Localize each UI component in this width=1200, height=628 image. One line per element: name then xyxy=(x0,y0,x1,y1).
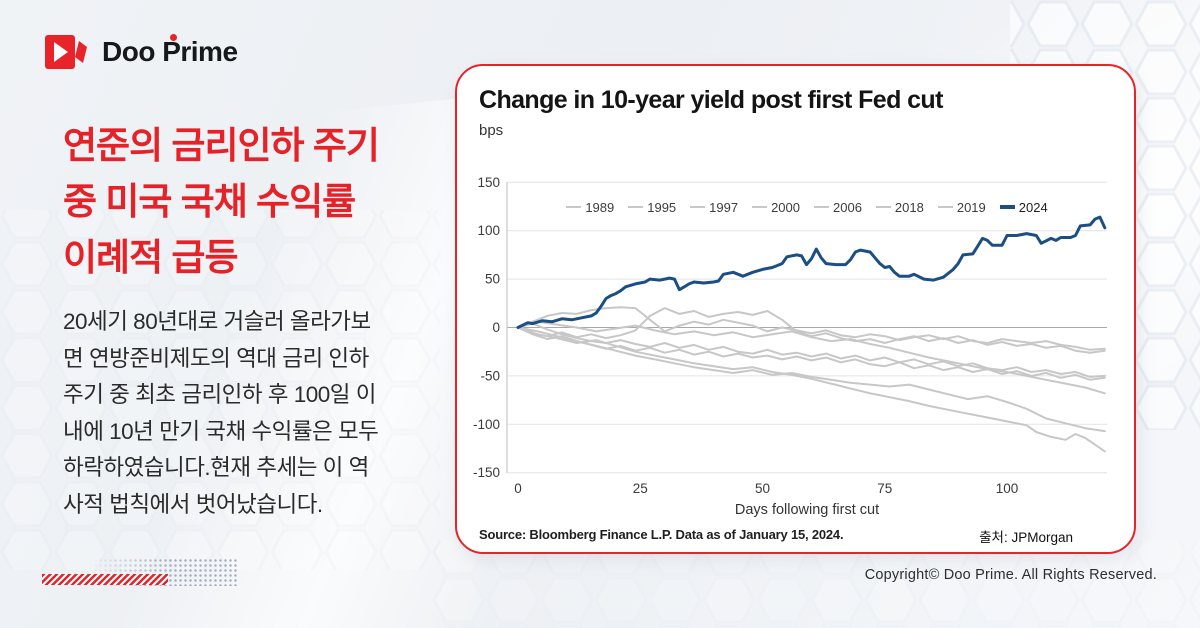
svg-text:50: 50 xyxy=(485,272,500,287)
legend-label: 1989 xyxy=(585,199,615,215)
red-striped-bar-decoration xyxy=(42,574,168,585)
copyright-text: Copyright© Doo Prime. All Rights Reserve… xyxy=(864,567,1157,583)
svg-text:100: 100 xyxy=(996,481,1019,496)
svg-text:-150: -150 xyxy=(473,465,500,480)
legend-label: 1995 xyxy=(647,199,677,215)
svg-text:50: 50 xyxy=(755,481,770,496)
x-axis-title: Days following first cut xyxy=(734,502,880,518)
legend-item-2024: 2024 xyxy=(999,199,1048,215)
legend-dash xyxy=(814,205,829,209)
chart-unit-label: bps xyxy=(479,122,504,139)
legend-item-1997: 1997 xyxy=(690,200,738,215)
doo-prime-logo-icon xyxy=(45,35,87,69)
body-line: 면 연방준비제도의 역대 금리 인하 xyxy=(63,345,369,371)
page-title: 연준의 금리인하 주기 중 미국 국채 수익률 이례적 급등 xyxy=(63,118,380,286)
legend-dash xyxy=(752,205,768,209)
yield-chart-svg: 150 100 50 0 -50 -100 -150 0 25 50 75 100 xyxy=(473,175,1107,496)
svg-text:0: 0 xyxy=(492,320,500,335)
legend-item-2000: 2000 xyxy=(752,200,800,215)
legend-item-1995: 1995 xyxy=(628,200,676,215)
legend-dash xyxy=(628,205,644,209)
legend-label: 2024 xyxy=(1018,199,1048,215)
doo-prime-logo-text: Doo Prime xyxy=(102,36,238,67)
legend-item-2018: 2018 xyxy=(875,199,924,215)
body-line: 주기 중 최초 금리인하 후 100일 이 xyxy=(63,382,376,407)
svg-text:-100: -100 xyxy=(473,417,500,432)
chart-legend: 1989 1995 1997 2000 2006 2018 2019 2024 xyxy=(507,199,1107,215)
svg-text:-50: -50 xyxy=(480,368,500,383)
chart-card: 150 100 50 0 -50 -100 -150 0 25 50 75 100 Change in… xyxy=(455,64,1136,554)
legend-label: 2006 xyxy=(833,199,862,215)
logo-i-dot xyxy=(170,34,177,41)
body-line: 20세기 80년대로 거슬러 올라가보 xyxy=(63,309,371,334)
svg-text:0: 0 xyxy=(514,481,522,496)
legend-dash xyxy=(999,205,1015,209)
body-line: 하락하였습니다.현재 추세는 이 역 xyxy=(63,455,369,480)
svg-text:150: 150 xyxy=(477,175,500,190)
legend-dash xyxy=(937,205,953,209)
chart-attribution: 출처: JPMorgan xyxy=(979,530,1073,545)
legend-dash xyxy=(875,205,891,209)
legend-item-2019: 2019 xyxy=(937,199,986,215)
page-title-line: 연준의 금리인하 주기 xyxy=(63,125,380,166)
legend-item-2006: 2006 xyxy=(814,200,862,215)
chart-source-note: Source: Bloomberg Finance L.P. Data as o… xyxy=(479,527,844,542)
legend-label: 2018 xyxy=(894,199,924,215)
doo-prime-logo: Doo Prime xyxy=(44,32,238,72)
body-line: 내에 10년 만기 국채 수익률은 모두 xyxy=(63,418,379,444)
page-title-line: 이례적 급등 xyxy=(63,237,238,278)
legend-item-1989: 1989 xyxy=(566,200,614,215)
body-line: 사적 법칙에서 벗어났습니다. xyxy=(63,491,323,517)
legend-label: 1997 xyxy=(709,199,739,215)
legend-dash xyxy=(566,205,582,209)
svg-text:100: 100 xyxy=(477,223,500,238)
page-title-line: 중 미국 국채 수익률 xyxy=(63,181,356,222)
legend-dash xyxy=(690,205,706,209)
legend-label: 2019 xyxy=(956,199,986,215)
body-paragraph: 20세기 80년대로 거슬러 올라가보 면 연방준비제도의 역대 금리 인하 주… xyxy=(63,304,379,523)
svg-text:75: 75 xyxy=(877,481,892,496)
legend-label: 2000 xyxy=(771,199,800,215)
svg-text:25: 25 xyxy=(633,481,648,496)
chart-title: Change in 10-year yield post first Fed c… xyxy=(479,86,943,114)
